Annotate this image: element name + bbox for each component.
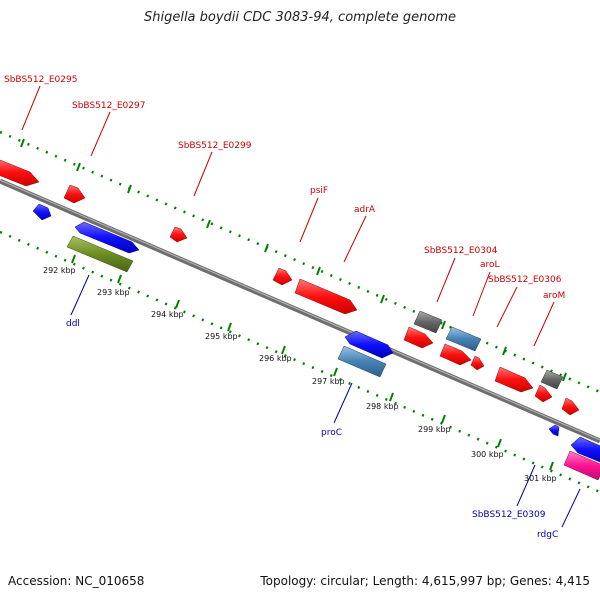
gene-ddl-olive <box>66 235 134 273</box>
genome-title: Shigella boydii CDC 3083-94, complete ge… <box>143 10 457 25</box>
lower-major-ticks <box>71 254 554 471</box>
gene-arrow-e0304 <box>403 326 434 349</box>
label-proc[interactable]: proC <box>321 428 342 438</box>
label-sbbs512-e0295[interactable]: SbBS512_E0295 <box>4 75 77 85</box>
label-arom[interactable]: aroM <box>543 291 565 301</box>
label-rdgc[interactable]: rdgC <box>537 530 558 540</box>
top-label-connectors <box>21 85 555 347</box>
gene-steelblue-1 <box>445 326 482 352</box>
gene-arrow-small-2 <box>561 397 580 416</box>
gene-arrow-arom <box>534 384 553 403</box>
gene-arrow-adra <box>294 278 358 315</box>
lower-dotted-track <box>0 230 600 494</box>
accession-text: Accession: NC_010658 <box>8 574 145 588</box>
gene-rdgc-pink <box>563 450 600 481</box>
gene-arrow-blue-2 <box>74 221 140 254</box>
label-ddl[interactable]: ddl <box>66 319 80 329</box>
label-adra[interactable]: adrA <box>354 205 376 215</box>
gene-arrow-arol <box>439 343 472 366</box>
gene-arrow-psif <box>272 267 293 286</box>
upper-major-ticks <box>20 138 567 382</box>
gene-box-gray-1 <box>413 310 443 334</box>
tick-label-300: 300 kbp <box>471 450 504 459</box>
label-sbbs512-e0299[interactable]: SbBS512_E0299 <box>178 141 252 151</box>
gene-arrow-e0299 <box>169 226 188 243</box>
label-sbbs512-e0306[interactable]: SbBS512_E0306 <box>488 275 562 285</box>
misc-genes <box>413 310 564 390</box>
label-sbbs512-e0304[interactable]: SbBS512_E0304 <box>424 246 498 256</box>
gene-box-gray-2 <box>540 369 564 390</box>
gene-arrow-blue-4 <box>548 424 560 437</box>
gene-arrow-e0297 <box>63 184 86 204</box>
gene-arrow-e0295 <box>0 159 40 187</box>
label-psif[interactable]: psiF <box>310 186 328 196</box>
label-sbbs512-e0309[interactable]: SbBS512_E0309 <box>472 510 546 520</box>
tick-label-296: 296 kbp <box>259 354 292 363</box>
gene-arrow-blue-3 <box>344 330 394 359</box>
gene-arrow-e0306 <box>494 366 534 393</box>
label-arol[interactable]: aroL <box>480 260 500 270</box>
topology-text: Topology: circular; Length: 4,615,997 bp… <box>260 574 590 588</box>
genome-backbone <box>0 178 600 444</box>
tick-label-297: 297 kbp <box>312 377 345 386</box>
gene-arrow-blue-1 <box>32 203 52 221</box>
tick-label-301: 301 kbp <box>524 474 557 483</box>
tick-label-295: 295 kbp <box>205 332 238 341</box>
gene-proc-steelblue <box>337 345 387 378</box>
tick-label-293: 293 kbp <box>97 288 130 297</box>
gene-arrow-blue-5 <box>570 436 600 463</box>
gene-arrow-small-1 <box>470 355 485 371</box>
tick-label-292: 292 kbp <box>43 266 76 275</box>
tick-label-299: 299 kbp <box>418 425 451 434</box>
tick-label-294: 294 kbp <box>151 310 184 319</box>
upper-dotted-track <box>0 130 600 394</box>
reverse-genes <box>32 203 600 463</box>
label-sbbs512-e0297[interactable]: SbBS512_E0297 <box>72 101 145 111</box>
tick-label-298: 298 kbp <box>366 402 399 411</box>
bottom-label-connectors <box>70 274 581 528</box>
forward-genes <box>0 159 580 416</box>
